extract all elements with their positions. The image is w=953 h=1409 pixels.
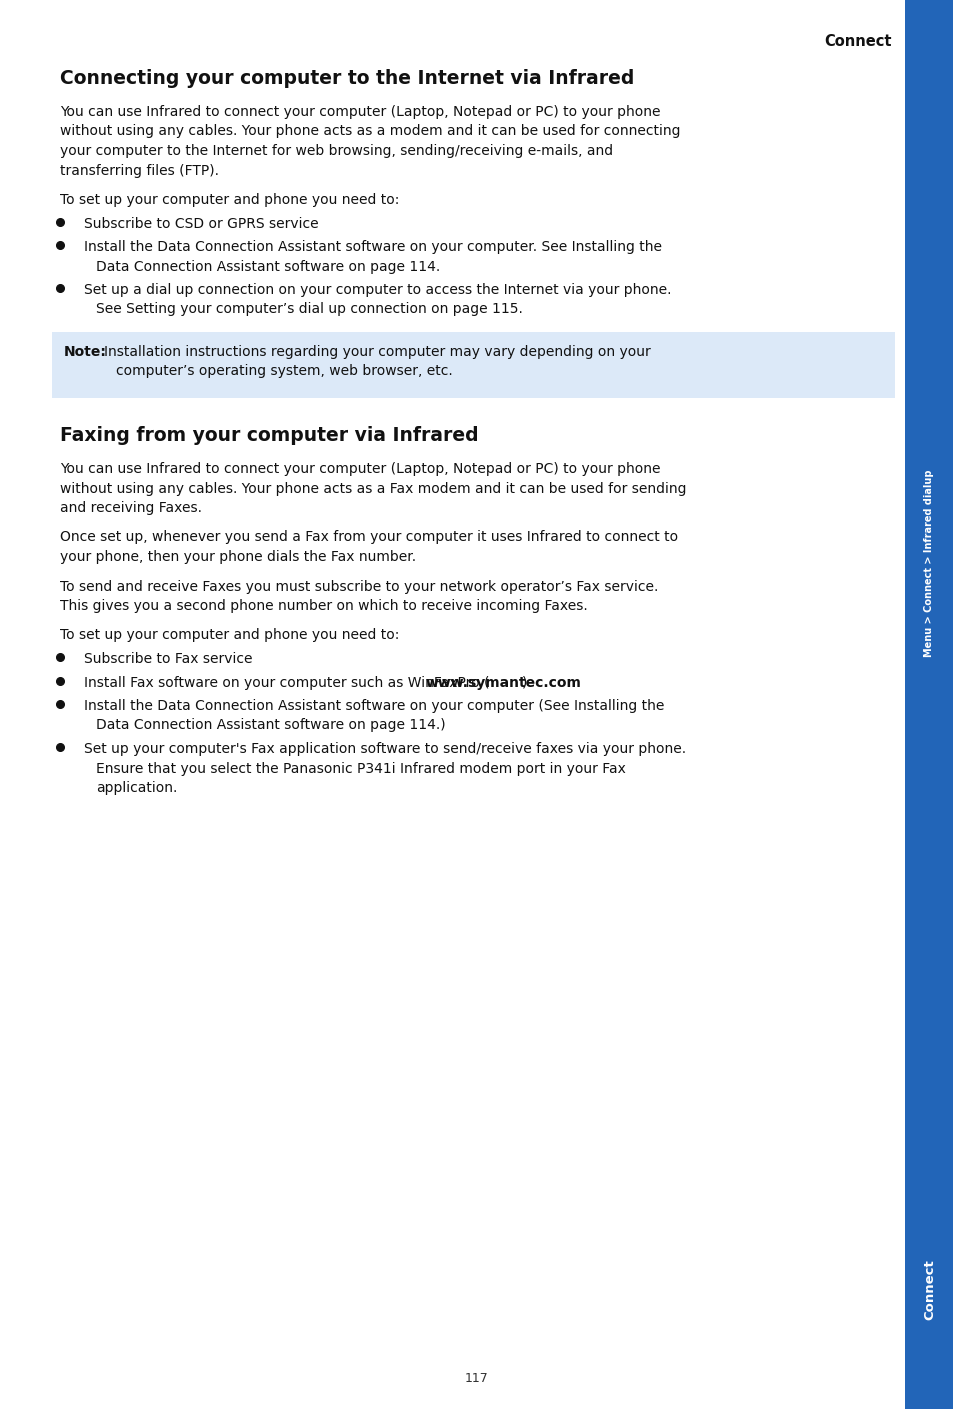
Text: Install the Data Connection Assistant software on your computer. See Installing : Install the Data Connection Assistant so… bbox=[84, 240, 661, 254]
Text: Set up your computer's Fax application software to send/receive faxes via your p: Set up your computer's Fax application s… bbox=[84, 743, 685, 757]
Text: You can use Infrared to connect your computer (Laptop, Notepad or PC) to your ph: You can use Infrared to connect your com… bbox=[60, 462, 659, 476]
Text: Connecting your computer to the Internet via Infrared: Connecting your computer to the Internet… bbox=[60, 69, 634, 87]
Text: your phone, then your phone dials the Fax number.: your phone, then your phone dials the Fa… bbox=[60, 550, 416, 564]
Text: This gives you a second phone number on which to receive incoming Faxes.: This gives you a second phone number on … bbox=[60, 599, 587, 613]
Text: www.symantec.com: www.symantec.com bbox=[426, 675, 581, 689]
Text: To set up your computer and phone you need to:: To set up your computer and phone you ne… bbox=[60, 193, 399, 207]
Bar bbox=[52, 333, 894, 397]
Text: Installation instructions regarding your computer may vary depending on your: Installation instructions regarding your… bbox=[104, 345, 650, 359]
Text: Connect: Connect bbox=[823, 34, 891, 49]
Text: Subscribe to Fax service: Subscribe to Fax service bbox=[84, 652, 253, 666]
Text: Once set up, whenever you send a Fax from your computer it uses Infrared to conn: Once set up, whenever you send a Fax fro… bbox=[60, 531, 678, 544]
Text: You can use Infrared to connect your computer (Laptop, Notepad or PC) to your ph: You can use Infrared to connect your com… bbox=[60, 106, 659, 118]
Text: Data Connection Assistant software on page 114.): Data Connection Assistant software on pa… bbox=[96, 719, 445, 733]
Text: ): ) bbox=[521, 675, 527, 689]
Text: Note:: Note: bbox=[64, 345, 107, 359]
Text: without using any cables. Your phone acts as a modem and it can be used for conn: without using any cables. Your phone act… bbox=[60, 124, 679, 138]
Text: Subscribe to CSD or GPRS service: Subscribe to CSD or GPRS service bbox=[84, 217, 318, 231]
Text: To send and receive Faxes you must subscribe to your network operator’s Fax serv: To send and receive Faxes you must subsc… bbox=[60, 579, 658, 593]
Text: Set up a dial up connection on your computer to access the Internet via your pho: Set up a dial up connection on your comp… bbox=[84, 283, 671, 297]
Text: See Setting your computer’s dial up connection on page 115.: See Setting your computer’s dial up conn… bbox=[96, 303, 522, 317]
Text: transferring files (FTP).: transferring files (FTP). bbox=[60, 163, 219, 178]
Text: Install Fax software on your computer such as WinFaxPro (: Install Fax software on your computer su… bbox=[84, 675, 489, 689]
Text: Data Connection Assistant software on page 114.: Data Connection Assistant software on pa… bbox=[96, 259, 439, 273]
Text: without using any cables. Your phone acts as a Fax modem and it can be used for : without using any cables. Your phone act… bbox=[60, 482, 686, 496]
Text: To set up your computer and phone you need to:: To set up your computer and phone you ne… bbox=[60, 628, 399, 643]
Text: Ensure that you select the Panasonic P341i Infrared modem port in your Fax: Ensure that you select the Panasonic P34… bbox=[96, 761, 625, 775]
Text: Install the Data Connection Assistant software on your computer (See Installing : Install the Data Connection Assistant so… bbox=[84, 699, 663, 713]
Text: Menu > Connect > Infrared dialup: Menu > Connect > Infrared dialup bbox=[923, 469, 934, 658]
Bar bbox=[904, 0, 953, 1409]
Text: Faxing from your computer via Infrared: Faxing from your computer via Infrared bbox=[60, 426, 478, 445]
Text: application.: application. bbox=[96, 781, 177, 795]
Text: your computer to the Internet for web browsing, sending/receiving e-mails, and: your computer to the Internet for web br… bbox=[60, 144, 613, 158]
Text: 117: 117 bbox=[465, 1372, 488, 1385]
Text: Connect: Connect bbox=[923, 1258, 935, 1320]
Text: computer’s operating system, web browser, etc.: computer’s operating system, web browser… bbox=[116, 365, 453, 379]
Text: and receiving Faxes.: and receiving Faxes. bbox=[60, 502, 202, 516]
